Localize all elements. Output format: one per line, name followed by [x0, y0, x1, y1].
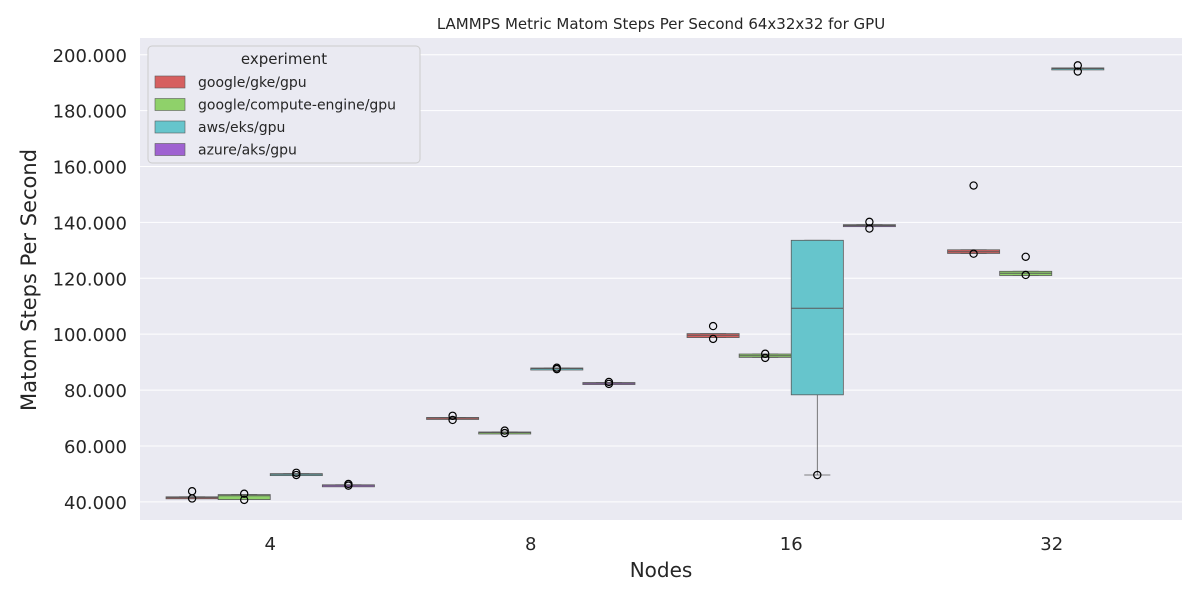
- y-tick-label: 200.000: [53, 46, 127, 67]
- y-tick-label: 160.000: [53, 158, 127, 179]
- outlier-point: [344, 481, 353, 490]
- box-aws-eks-gpu-8: [530, 363, 584, 374]
- outlier-point: [813, 470, 822, 480]
- legend-label: azure/aks/gpu: [198, 143, 297, 159]
- box-aws-eks-gpu-32: [1051, 61, 1105, 76]
- box-google-compute-engine-gpu-4: [217, 489, 271, 505]
- y-tick-label: 120.000: [53, 269, 127, 290]
- outlier-point: [552, 364, 562, 374]
- outlier-point: [1021, 252, 1030, 261]
- outlier-point: [969, 249, 978, 258]
- box-azure-aks-gpu-16: [842, 217, 896, 233]
- legend-swatch: [154, 143, 186, 156]
- outlier-point: [761, 353, 770, 363]
- outlier-point: [292, 470, 301, 480]
- y-tick-label: 60.000: [64, 437, 127, 458]
- box-google-gke-gpu-32: [947, 181, 1001, 258]
- box-google-compute-engine-gpu-16: [738, 349, 792, 363]
- x-tick-label: 4: [265, 534, 276, 555]
- box-aws-eks-gpu-4: [269, 468, 323, 480]
- legend-title: experiment: [241, 50, 327, 68]
- y-tick-label: 180.000: [53, 102, 127, 123]
- legend-label: google/gke/gpu: [198, 75, 307, 91]
- outlier-point: [239, 495, 249, 505]
- box-azure-aks-gpu-8: [582, 377, 636, 389]
- outlier-point: [187, 494, 197, 503]
- outlier-point: [969, 181, 978, 190]
- outlier-point: [448, 415, 457, 425]
- box-aws-eks-gpu-16: [790, 239, 844, 480]
- outlier-point: [292, 468, 301, 477]
- outlier-point: [865, 224, 874, 233]
- outlier-point: [239, 489, 249, 498]
- legend-label: aws/eks/gpu: [198, 120, 285, 136]
- legend-swatch: [154, 75, 186, 89]
- outlier-point: [761, 349, 770, 358]
- y-tick-label: 100.000: [53, 325, 127, 346]
- x-axis-ticks: 4 8 16 32: [265, 534, 1064, 555]
- box-plots: [165, 61, 1105, 505]
- x-tick-label: 8: [525, 534, 536, 555]
- y-axis-label: Matom Steps Per Second: [17, 149, 41, 411]
- legend-swatch: [154, 98, 186, 111]
- outlier-point: [1021, 270, 1030, 280]
- box-google-compute-engine-gpu-8: [478, 426, 532, 438]
- outlier-point: [1073, 61, 1083, 70]
- x-tick-label: 32: [1040, 534, 1063, 555]
- y-tick-label: 40.000: [64, 493, 127, 514]
- legend-frame: [147, 45, 421, 164]
- outlier-point: [604, 379, 614, 389]
- box-iqr: [790, 239, 844, 396]
- box-google-gke-gpu-16: [686, 321, 740, 344]
- legend-entries: google/gke/gpu google/compute-engine/gpu a…: [154, 75, 396, 159]
- y-tick-label: 80.000: [64, 381, 127, 402]
- x-tick-label: 16: [780, 534, 803, 555]
- legend-swatch: [154, 120, 186, 134]
- legend-label: google/compute-engine/gpu: [198, 98, 396, 114]
- outlier-point: [448, 411, 457, 420]
- outlier-point: [1073, 67, 1083, 76]
- legend: experiment google/gke/gpu google/compute-…: [147, 45, 421, 164]
- outlier-point: [708, 334, 718, 344]
- y-tick-label: 140.000: [53, 213, 127, 234]
- x-axis-label: Nodes: [630, 558, 693, 582]
- outlier-point: [500, 426, 509, 435]
- box-azure-aks-gpu-4: [321, 479, 375, 490]
- outlier-point: [708, 321, 718, 331]
- chart-title: LAMMPS Metric Matom Steps Per Second 64x…: [437, 15, 885, 33]
- y-axis-ticks: 40.000 60.000 80.000 100.000 120.000 140.000 1…: [53, 46, 127, 514]
- box-google-compute-engine-gpu-32: [999, 252, 1053, 280]
- outlier-point: [500, 428, 509, 438]
- box-google-gke-gpu-8: [426, 411, 480, 425]
